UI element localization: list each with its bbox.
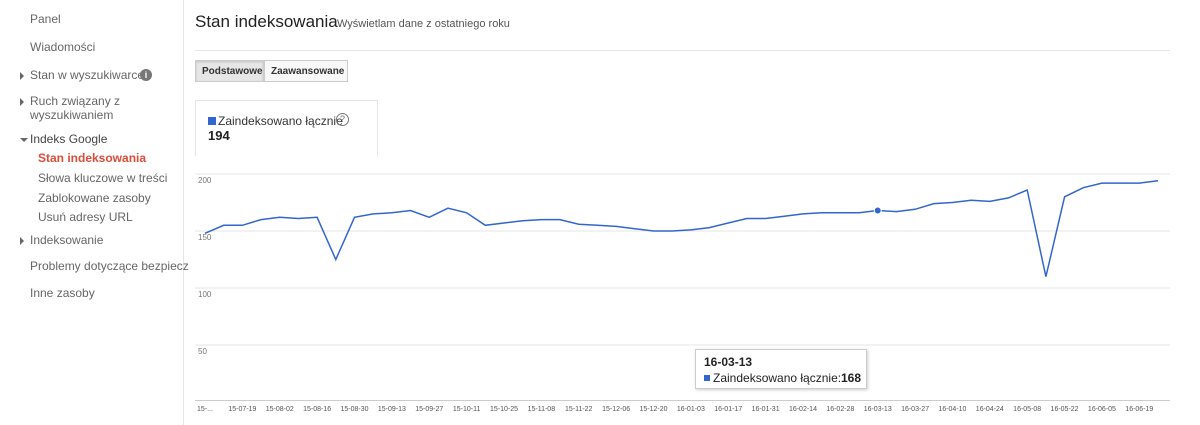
- nav-item[interactable]: Wiadomości: [30, 40, 96, 54]
- nav-arrow[interactable]: [20, 98, 24, 106]
- x-tick-label: 16-05-22: [1051, 406, 1079, 413]
- x-tick-label: 15-10-25: [490, 406, 518, 413]
- y-tick-label: 50: [198, 347, 207, 356]
- data-line: [204, 180, 1159, 277]
- tab[interactable]: Podstawowe: [195, 60, 264, 82]
- x-tick-label: 16-01-31: [752, 406, 780, 413]
- x-tick-label: 16-03-27: [901, 406, 929, 413]
- nav-item[interactable]: Słowa kluczowe w treści: [38, 171, 168, 185]
- nav-item[interactable]: Indeksowanie: [30, 233, 104, 247]
- tooltip-swatch: [704, 375, 710, 381]
- tooltip: 16-03-13 Zaindeksowano łącznie: 168: [695, 349, 867, 389]
- tooltip-label: Zaindeksowano łącznie:: [713, 371, 842, 385]
- x-tick-label: 15-12-20: [639, 406, 667, 413]
- tab[interactable]: Zaawansowane: [264, 60, 348, 82]
- y-tick-label: 100: [198, 290, 212, 299]
- nav-arrow[interactable]: [20, 138, 28, 142]
- x-tick-label: 16-03-13: [864, 406, 892, 413]
- nav-item[interactable]: Inne zasoby: [30, 286, 95, 300]
- x-tick-label: 16-05-08: [1013, 406, 1041, 413]
- nav-item[interactable]: Usuń adresy URL: [38, 210, 133, 224]
- nav-item[interactable]: Ruch związany z wyszukiwaniem: [30, 94, 121, 122]
- sidebar-border: [183, 0, 184, 425]
- x-tick-label: 15-09-27: [415, 406, 443, 413]
- x-tick-label: 16-02-14: [789, 406, 817, 413]
- x-tick-label: 15-11-22: [565, 406, 593, 413]
- x-tick-label: 16-04-24: [976, 406, 1004, 413]
- x-tick-label: 15-08-30: [340, 406, 368, 413]
- legend-swatch: [208, 117, 216, 125]
- help-icon[interactable]: ?: [336, 113, 349, 126]
- nav-item[interactable]: Indeks Google: [30, 132, 108, 146]
- y-tick-label: 200: [198, 176, 212, 185]
- x-tick-label: 15-09-13: [378, 406, 406, 413]
- nav-arrow[interactable]: [20, 72, 24, 80]
- summary-value: 194: [208, 128, 230, 143]
- x-tick-label: 16-06-05: [1088, 406, 1116, 413]
- nav-item[interactable]: Zablokowane zasoby: [38, 191, 151, 205]
- summary-box: Zaindeksowano łącznie ? 194: [195, 100, 378, 156]
- nav-item[interactable]: Panel: [30, 12, 61, 26]
- y-tick-label: 150: [198, 233, 212, 242]
- header-divider: [195, 50, 1170, 51]
- highlight-point: [873, 206, 882, 215]
- x-tick-label: 15-07-19: [228, 406, 256, 413]
- x-tick-label: 15-08-02: [266, 406, 294, 413]
- x-tick-label: 15-10-11: [453, 406, 481, 413]
- x-tick-label: 16-02-28: [826, 406, 854, 413]
- tooltip-date: 16-03-13: [704, 355, 753, 369]
- x-tick-label: 15-11-08: [528, 406, 556, 413]
- x-tick-label: 15-12-06: [602, 406, 630, 413]
- nav-arrow[interactable]: [20, 237, 24, 245]
- legend-label: Zaindeksowano łącznie: [218, 114, 343, 128]
- page-title: Stan indeksowania: [195, 12, 338, 31]
- x-tick-label: 15-08-16: [303, 406, 331, 413]
- info-icon[interactable]: i: [140, 69, 152, 81]
- page-subtitle: Wyświetlam dane z ostatniego roku: [337, 18, 510, 30]
- tooltip-value: 168: [841, 371, 862, 385]
- x-tick-label: 16-01-17: [714, 406, 742, 413]
- x-tick-label: 16-01-03: [677, 406, 705, 413]
- nav-item[interactable]: Problemy dotyczące bezpiecz: [30, 259, 189, 273]
- nav-item[interactable]: Stan indeksowania: [38, 151, 147, 165]
- x-tick-label: 16-04-10: [938, 406, 966, 413]
- x-tick-label: 16-06-19: [1125, 406, 1153, 413]
- nav-item[interactable]: Stan w wyszukiwarce: [30, 68, 145, 82]
- x-tick-label: 15-...: [197, 406, 213, 413]
